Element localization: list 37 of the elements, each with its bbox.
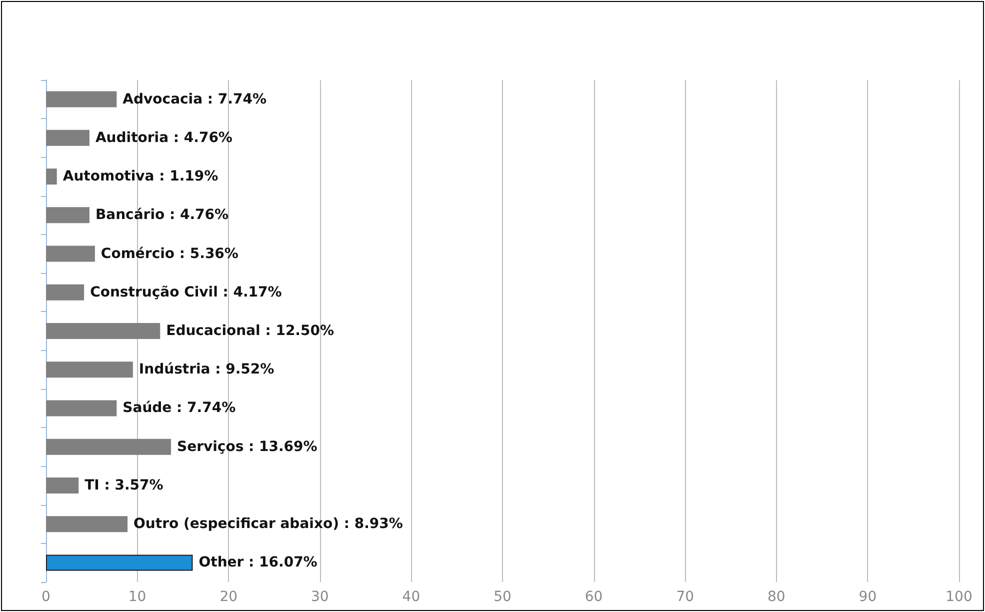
x-tick-label: 30 xyxy=(310,589,329,605)
data-label: Automotiva : 1.19% xyxy=(62,168,218,185)
bar xyxy=(46,477,79,494)
bar xyxy=(46,168,57,185)
bar xyxy=(46,91,117,108)
x-tick-label: 10 xyxy=(128,589,146,605)
x-tick-label: 50 xyxy=(494,589,512,605)
x-tick-label: 90 xyxy=(858,589,877,605)
x-tick-label: 0 xyxy=(42,589,50,605)
bar xyxy=(46,438,171,455)
data-label: Outro (especificar abaixo) : 8.93% xyxy=(134,516,403,532)
x-tick-label: 20 xyxy=(220,589,238,605)
data-label: Indústria : 9.52% xyxy=(138,362,274,378)
data-label: Advocacia : 7.74% xyxy=(122,91,266,108)
x-tick-label: 70 xyxy=(676,589,694,605)
bar xyxy=(46,130,90,146)
x-tick-label: 60 xyxy=(584,589,603,605)
bar xyxy=(46,516,128,532)
bar xyxy=(46,246,95,262)
data-label: Auditoria : 4.76% xyxy=(95,130,232,146)
bar xyxy=(46,554,193,571)
bar xyxy=(46,362,133,378)
data-label: TI : 3.57% xyxy=(84,477,164,494)
bar xyxy=(46,207,90,224)
data-label: Educacional : 12.50% xyxy=(166,323,334,339)
x-tick-label: 80 xyxy=(767,589,786,605)
bar xyxy=(46,284,84,300)
x-tick-label: 100 xyxy=(946,589,972,605)
data-label: Construção Civil : 4.17% xyxy=(90,284,282,300)
data-label: Bancário : 4.76% xyxy=(95,207,229,224)
bar xyxy=(46,400,117,416)
x-tick-label: 40 xyxy=(402,589,420,605)
bar xyxy=(46,323,160,339)
data-label: Serviços : 13.69% xyxy=(176,438,318,455)
data-label: Saúde : 7.74% xyxy=(122,400,236,416)
data-label: Comércio : 5.36% xyxy=(100,246,238,262)
data-label: Other : 16.07% xyxy=(198,554,318,571)
